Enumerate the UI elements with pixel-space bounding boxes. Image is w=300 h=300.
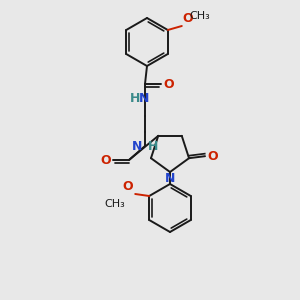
Text: N: N: [165, 172, 175, 185]
Text: O: O: [123, 180, 133, 193]
Text: CH₃: CH₃: [104, 199, 125, 209]
Text: N: N: [132, 140, 142, 154]
Text: N: N: [139, 92, 149, 106]
Text: CH₃: CH₃: [190, 11, 211, 21]
Text: O: O: [183, 12, 194, 25]
Text: O: O: [100, 154, 111, 166]
Text: O: O: [207, 150, 217, 163]
Text: H: H: [130, 92, 140, 106]
Text: H: H: [148, 140, 158, 154]
Text: O: O: [163, 77, 174, 91]
